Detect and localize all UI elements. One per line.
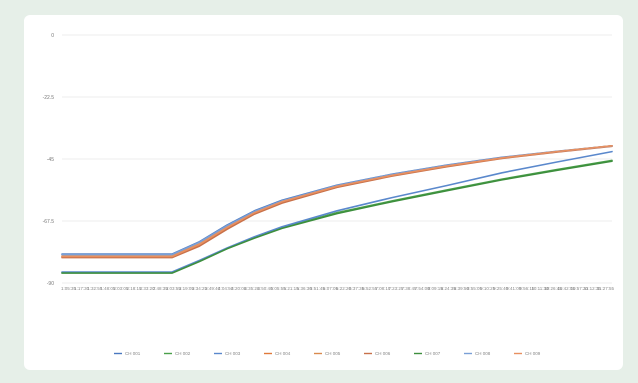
y-tick-label: 0	[51, 33, 54, 39]
x-tick-label: 3:49:40	[205, 286, 221, 291]
x-tick-label: 5:51:45	[310, 286, 326, 291]
legend-label: CH 001	[125, 351, 141, 356]
y-tick-label: -45	[47, 157, 54, 163]
legend: CH 001 CH 002 CH 003 CH 004 CH 005 CH 006 CH 0…	[114, 351, 541, 356]
x-tick-label: 1:32:55	[87, 286, 103, 291]
chart-panel: 0 -22.5 -45 -67.5 -90 1:05:35 1:17:30 1:32:55 1…	[24, 15, 623, 370]
x-tick-label: 6:52:55	[362, 286, 378, 291]
x-tick-label: 4:50:40	[257, 286, 273, 291]
x-tick-label: 2:18:15	[127, 286, 143, 291]
y-axis-ticks: 0 -22.5 -45 -67.5 -90	[43, 33, 55, 287]
series-line	[61, 160, 613, 274]
x-tick-label: 4:35:20	[244, 286, 260, 291]
legend-label: CH 004	[275, 351, 291, 356]
x-tick-label: 2:48:35	[153, 286, 169, 291]
series-line	[61, 150, 613, 273]
series-line	[61, 145, 613, 255]
legend-label: CH 002	[175, 351, 191, 356]
x-tick-label: 3:34:25	[192, 286, 208, 291]
x-tick-label: 10:42:05	[557, 286, 575, 291]
series-line	[61, 145, 613, 256]
x-tick-label: 6:07:05	[323, 286, 339, 291]
x-tick-label: 6:22:20	[336, 286, 352, 291]
x-tick-label: 7:23:25	[388, 286, 404, 291]
x-tick-label: 7:08:10	[375, 286, 391, 291]
legend-label: CH 005	[325, 351, 341, 356]
x-tick-label: 8:24:35	[441, 286, 457, 291]
x-tick-label: 4:20:05	[231, 286, 247, 291]
x-tick-label: 9:25:40	[493, 286, 509, 291]
legend-label: CH 007	[425, 351, 441, 356]
x-tick-label: 2:33:20	[140, 286, 156, 291]
x-tick-label: 8:55:05	[467, 286, 483, 291]
x-tick-label: 4:04:50	[218, 286, 234, 291]
legend-label: CH 009	[525, 351, 541, 356]
series-line	[61, 145, 613, 258]
x-axis-ticks: 1:05:351:17:301:32:551:48:052:03:052:18:…	[61, 286, 614, 291]
x-tick-label: 7:54:00	[415, 286, 431, 291]
series-lines	[61, 145, 613, 274]
legend-label: CH 006	[375, 351, 391, 356]
legend-label: CH 003	[225, 351, 241, 356]
x-tick-label: 8:39:50	[454, 286, 470, 291]
grid-lines	[62, 34, 612, 284]
x-tick-label: 3:03:55	[166, 286, 182, 291]
series-line	[61, 145, 613, 258]
series-line	[61, 145, 613, 257]
line-chart: 0-22.5-45-67.5-90 1:05:351:17:301:32:551…	[43, 33, 615, 356]
series-line	[61, 145, 613, 259]
x-tick-label: 5:05:55	[271, 286, 287, 291]
x-tick-label: 6:37:35	[349, 286, 365, 291]
y-tick-label: -90	[47, 281, 54, 287]
x-tick-label: 1:48:05	[100, 286, 116, 291]
x-tick-label: 5:36:30	[297, 286, 313, 291]
x-tick-label: 5:21:15	[284, 286, 300, 291]
x-tick-label: 10:26:45	[544, 286, 562, 291]
x-tick-label: 11:12:35	[584, 286, 602, 291]
x-tick-label: 3:19:05	[179, 286, 195, 291]
x-tick-label: 9:56:15	[519, 286, 535, 291]
x-tick-label: 10:57:20	[570, 286, 588, 291]
legend-label: CH 008	[475, 351, 491, 356]
x-tick-label: 8:09:15	[428, 286, 444, 291]
x-tick-label: 7:38:45	[402, 286, 418, 291]
x-tick-label: 9:41:00	[506, 286, 522, 291]
x-tick-label: 9:10:25	[480, 286, 496, 291]
y-tick-label: -67.5	[43, 219, 55, 225]
x-tick-label: 11:27:55	[597, 286, 615, 291]
x-tick-label: 10:11:30	[531, 286, 549, 291]
x-tick-label: 1:05:35	[61, 286, 77, 291]
x-tick-label: 2:03:05	[113, 286, 129, 291]
x-tick-label: 1:17:30	[74, 286, 90, 291]
y-tick-label: -22.5	[43, 95, 55, 101]
